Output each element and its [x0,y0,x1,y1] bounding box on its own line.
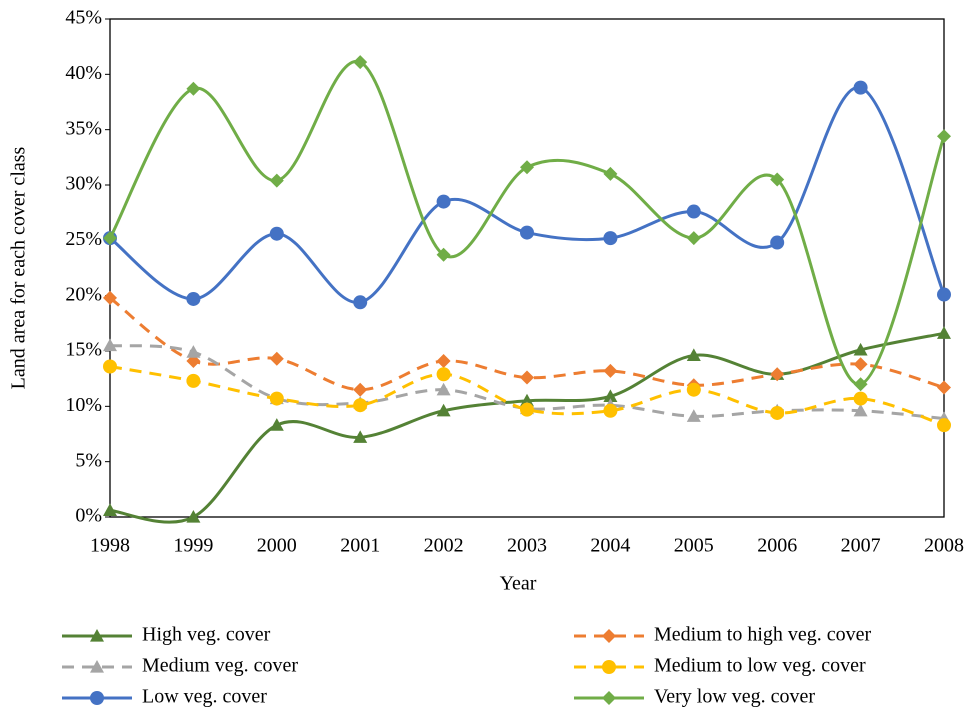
y-tick-label: 10% [65,394,102,416]
legend-marker [602,629,616,643]
y-tick-label: 20% [65,283,102,305]
y-tick-label: 35% [65,117,102,139]
x-tick-label: 2008 [924,535,964,557]
series-line [109,343,945,421]
data-point [937,287,951,302]
data-point [937,380,951,395]
data-point [353,55,368,70]
data-point [686,382,701,397]
legend-label: Low veg. cover [142,686,267,708]
data-point [103,359,117,374]
data-point [603,231,618,246]
y-tick-label: 45% [65,7,102,29]
data-point [436,367,451,382]
data-point [353,382,368,397]
x-tick-label: 1998 [90,535,130,557]
series-line [109,86,946,304]
y-axis-label: Land area for each cover class [8,146,30,389]
y-tick-label: 15% [65,339,102,361]
data-point [853,357,868,372]
data-point [103,503,117,516]
data-point [520,225,534,240]
data-point [853,377,868,392]
x-axis-label: Year [500,573,537,595]
data-point [520,160,534,175]
legend-label: High veg. cover [142,624,271,646]
x-tick-label: 1999 [173,535,213,557]
data-point [436,194,451,209]
legend-marker [602,660,616,674]
data-point [937,326,951,339]
y-tick-label: 5% [75,449,102,471]
data-point [520,402,534,417]
data-point [353,430,368,443]
data-point [603,363,618,378]
legend-marker [90,629,104,642]
series-line [109,365,945,427]
data-point [853,403,868,417]
data-point [603,389,618,402]
data-point [269,173,284,188]
data-point [269,391,284,406]
data-point [686,409,701,422]
data-point [770,172,785,187]
x-tick-label: 2005 [674,535,714,557]
data-point [937,129,951,144]
data-point [186,345,201,358]
data-point [353,295,368,310]
legend-label: Medium veg. cover [142,655,298,677]
data-point [269,418,284,431]
legend-label: Very low veg. cover [654,686,815,708]
data-point [103,231,117,246]
data-point [853,391,868,406]
x-tick-label: 2002 [424,535,464,557]
plot-frame [109,18,945,518]
data-point [686,348,701,362]
x-tick-label: 2004 [590,535,630,557]
data-point [103,338,117,352]
data-point [436,247,451,262]
data-point [269,351,284,366]
y-tick-label: 0% [75,505,102,527]
data-point [770,405,785,420]
x-tick-label: 2006 [757,535,797,557]
data-point [436,382,451,396]
data-point [269,226,284,241]
x-tick-label: 2001 [340,535,380,557]
series-line [109,296,945,392]
data-point [186,81,201,96]
data-point [853,342,868,356]
legend-marker [90,660,104,673]
data-point [436,403,451,417]
legend-marker [90,691,104,705]
data-point [937,418,951,433]
data-point [186,510,201,523]
data-point [436,353,451,368]
series-line [108,60,946,386]
data-point [186,291,201,306]
y-tick-label: 30% [65,173,102,195]
data-point [770,235,785,250]
y-tick-label: 25% [65,228,102,250]
x-tick-label: 2000 [257,535,297,557]
data-point [853,80,868,95]
legend-marker [602,691,616,705]
data-point [186,373,201,388]
data-point [103,290,117,305]
legend-label: Medium to low veg. cover [654,655,866,677]
x-tick-label: 2003 [507,535,547,557]
legend-label: Medium to high veg. cover [654,624,872,646]
data-point [770,367,785,382]
data-point [603,166,618,181]
y-tick-label: 40% [65,62,102,84]
data-point [520,370,534,385]
data-point [686,204,701,219]
data-point [603,403,618,418]
data-point [686,231,701,246]
data-point [353,398,368,413]
x-tick-label: 2007 [841,535,881,557]
data-point [520,393,534,407]
